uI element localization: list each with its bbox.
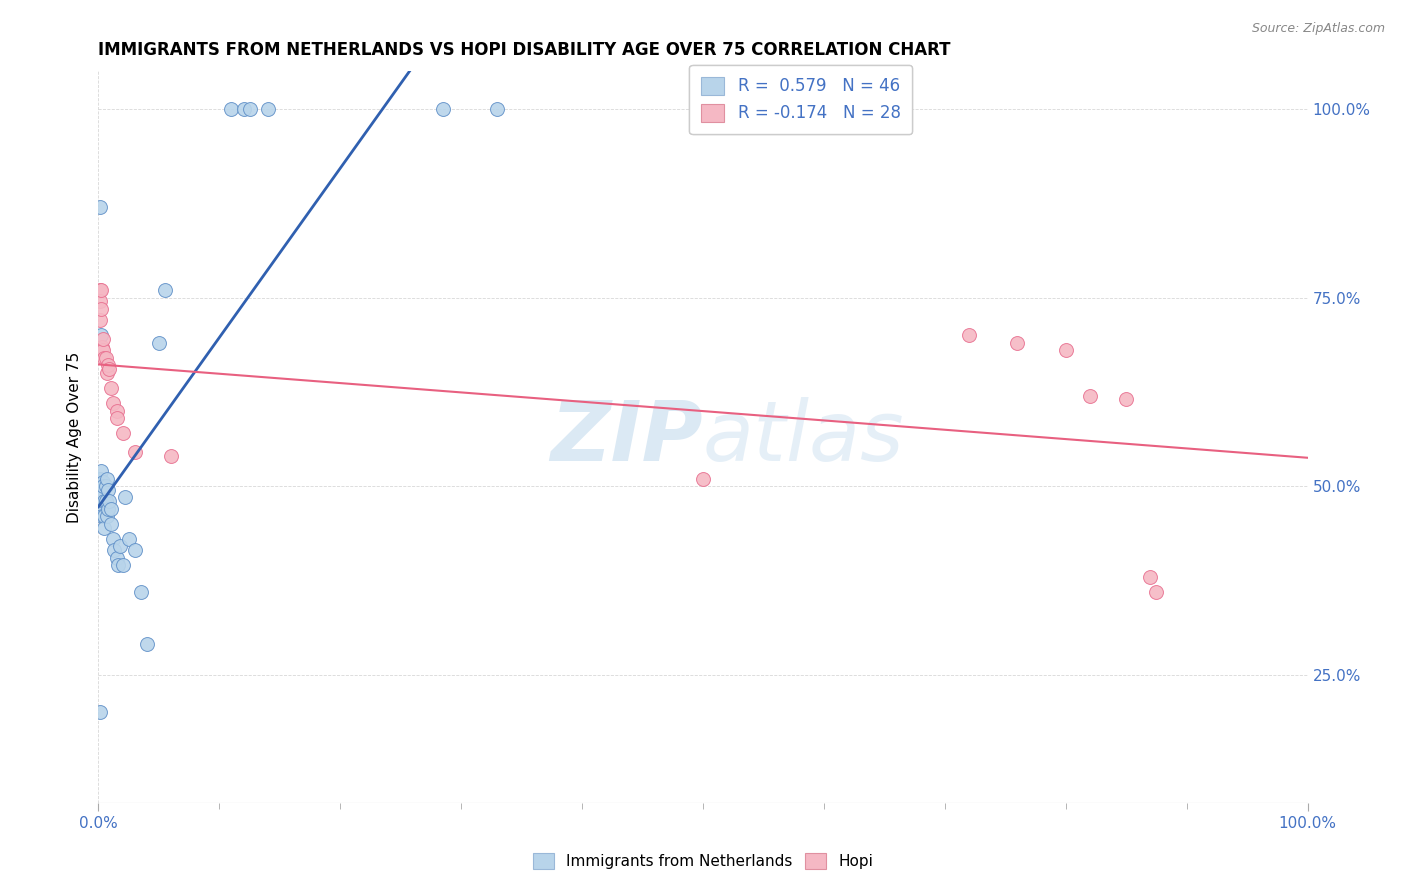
Point [91, 483, 114, 497]
Point [96, 366, 118, 380]
Point [93, 351, 115, 365]
Point [89, 706, 111, 720]
Point [100, 516, 122, 531]
Point [114, 491, 136, 505]
Point [1139, 569, 1161, 583]
Point [1078, 389, 1101, 403]
Point [89, 486, 111, 500]
Point [160, 449, 183, 463]
Point [111, 426, 134, 441]
Point [124, 445, 146, 459]
Point [94, 494, 117, 508]
Point [111, 558, 134, 573]
Point [94, 351, 117, 365]
Point [97, 483, 120, 497]
Point [90, 301, 112, 316]
Point [124, 543, 146, 558]
Point [107, 558, 129, 573]
Point [91, 475, 114, 490]
Point [957, 328, 980, 343]
Point [101, 396, 124, 410]
Point [89, 313, 111, 327]
Point [89, 471, 111, 485]
Point [239, 102, 262, 116]
Point [90, 479, 112, 493]
Point [432, 102, 454, 116]
Point [1146, 584, 1168, 599]
Y-axis label: Disability Age Over 75: Disability Age Over 75 [67, 351, 83, 523]
Point [89, 200, 111, 214]
Point [108, 540, 131, 554]
Point [89, 283, 111, 297]
Point [100, 381, 122, 395]
Point [96, 471, 118, 485]
Point [100, 501, 122, 516]
Point [1007, 335, 1029, 350]
Point [96, 509, 118, 524]
Point [105, 403, 128, 417]
Legend: Immigrants from Netherlands, Hopi: Immigrants from Netherlands, Hopi [526, 847, 880, 875]
Point [91, 509, 114, 524]
Point [90, 494, 112, 508]
Point [90, 283, 112, 297]
Point [91, 498, 114, 512]
Text: atlas: atlas [703, 397, 904, 477]
Point [97, 359, 120, 373]
Point [105, 411, 128, 425]
Point [91, 332, 114, 346]
Point [118, 532, 141, 546]
Point [486, 102, 509, 116]
Point [91, 486, 114, 500]
Point [1115, 392, 1137, 407]
Point [129, 584, 152, 599]
Point [98, 494, 121, 508]
Point [93, 494, 115, 508]
Point [91, 340, 114, 354]
Text: ZIP: ZIP [550, 397, 703, 477]
Point [135, 637, 157, 651]
Point [93, 520, 115, 534]
Point [89, 479, 111, 493]
Point [91, 479, 114, 493]
Point [90, 464, 112, 478]
Point [89, 294, 111, 309]
Point [93, 509, 115, 524]
Point [101, 532, 124, 546]
Point [232, 102, 254, 116]
Point [692, 471, 714, 485]
Point [90, 328, 112, 343]
Point [153, 283, 176, 297]
Point [256, 102, 278, 116]
Point [105, 550, 128, 565]
Point [103, 543, 125, 558]
Point [98, 362, 121, 376]
Point [148, 335, 170, 350]
Text: IMMIGRANTS FROM NETHERLANDS VS HOPI DISABILITY AGE OVER 75 CORRELATION CHART: IMMIGRANTS FROM NETHERLANDS VS HOPI DISA… [98, 41, 950, 59]
Point [91, 343, 114, 358]
Legend: R =  0.579   N = 46, R = -0.174   N = 28: R = 0.579 N = 46, R = -0.174 N = 28 [689, 65, 912, 134]
Point [94, 479, 117, 493]
Point [97, 501, 120, 516]
Text: Source: ZipAtlas.com: Source: ZipAtlas.com [1251, 22, 1385, 36]
Point [1054, 343, 1077, 358]
Point [221, 102, 243, 116]
